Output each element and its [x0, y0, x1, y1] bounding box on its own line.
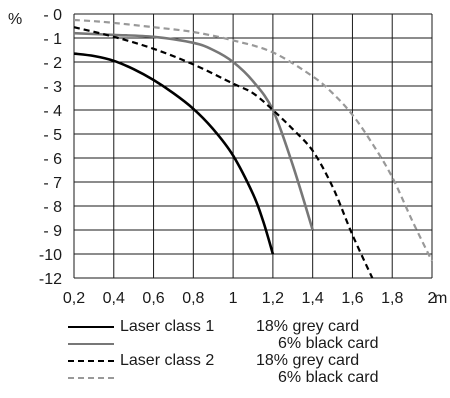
y-tick-label: - 8 [43, 199, 62, 216]
series-line-4 [73, 18, 433, 262]
y-tick-label: - 0 [43, 7, 62, 24]
x-tick-label: 2 [428, 290, 437, 307]
x-tick-label: 0,4 [103, 290, 125, 307]
legend-item: 6% black card [68, 369, 448, 386]
y-tick-label: - 1 [43, 31, 62, 48]
series-line-2 [73, 31, 314, 231]
legend-item: Laser class 2 18% grey card [68, 352, 448, 369]
legend-swatch [68, 343, 114, 345]
legend-laser-label: Laser class 1 [120, 318, 215, 335]
legend-target-label: 18% grey card [256, 352, 360, 369]
x-axis-label: m [434, 290, 447, 307]
legend: Laser class 1 18% grey card 6% black car… [68, 318, 448, 386]
y-tick-label: - 9 [43, 223, 62, 240]
y-tick-labels: - 0 - 1 - 2 - 3 - 4 - 5 - 6 - 7 - 8 - 9 -10 -12 [39, 7, 62, 288]
legend-laser-label: Laser class 2 [120, 352, 215, 369]
series-lines [73, 18, 433, 279]
series-line-1 [73, 52, 275, 255]
x-tick-labels: 0,2 0,4 0,6 0,8 1 1,2 1,4 1,6 1,8 2 [63, 290, 437, 307]
x-tick-label: 1,2 [262, 290, 284, 307]
y-tick-label: - 2 [43, 55, 62, 72]
legend-item: Laser class 1 18% grey card [68, 318, 448, 335]
x-tick-label: 1,4 [302, 290, 324, 307]
x-tick-label: 1,8 [381, 290, 403, 307]
legend-target-label: 6% black card [278, 335, 379, 352]
y-tick-label: - 5 [43, 127, 62, 144]
legend-target-label: 18% grey card [256, 318, 360, 335]
y-tick-label: -12 [39, 271, 62, 288]
y-tick-label: - 6 [43, 151, 62, 168]
x-tick-label: 0,8 [182, 290, 204, 307]
legend-swatch [68, 360, 114, 362]
y-tick-label: - 7 [43, 175, 62, 192]
x-tick-label: 0,6 [142, 290, 164, 307]
x-tick-label: 0,2 [63, 290, 85, 307]
x-tick-label: 1,6 [341, 290, 363, 307]
y-axis-label: % [8, 11, 22, 28]
legend-target-label: 6% black card [278, 369, 379, 386]
legend-swatch [68, 326, 114, 328]
legend-swatch [68, 377, 114, 379]
x-tick-label: 1 [229, 290, 238, 307]
legend-item: 6% black card [68, 335, 448, 352]
grid [73, 13, 433, 279]
y-tick-label: - 3 [43, 79, 62, 96]
y-tick-label: - 4 [43, 103, 62, 120]
y-tick-label: -10 [39, 247, 62, 264]
series-line-3 [73, 26, 374, 279]
